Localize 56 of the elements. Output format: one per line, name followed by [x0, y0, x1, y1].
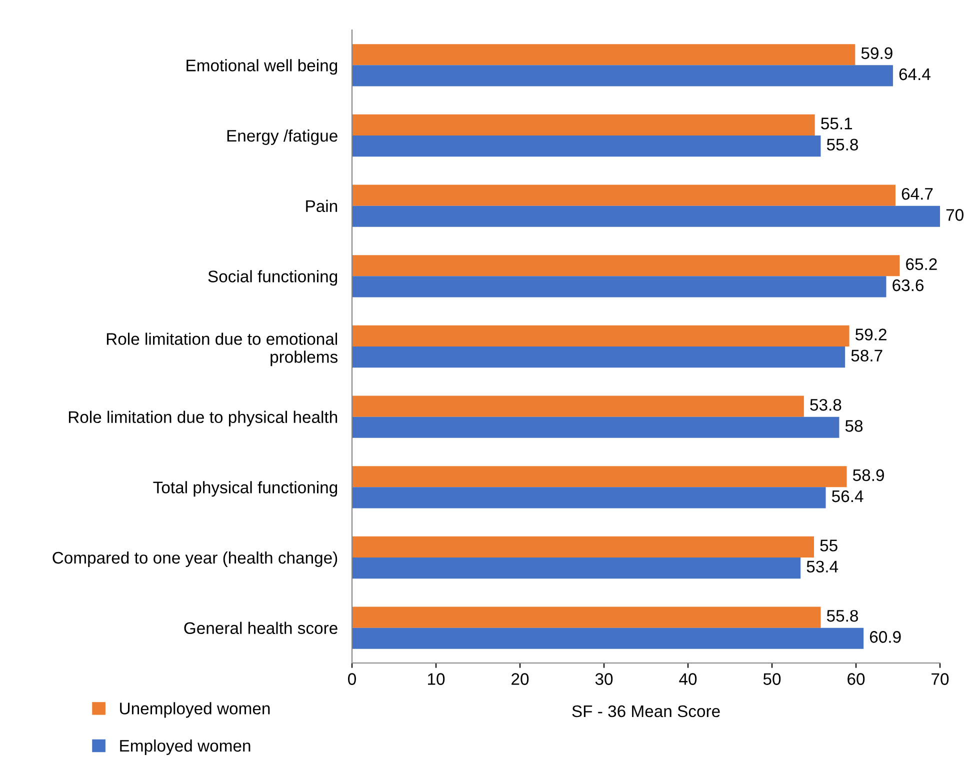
data-label: 64.7	[902, 188, 933, 200]
x-tick-label: 60	[848, 673, 865, 685]
y-tick-label: Compared to one year (health change)	[52, 551, 338, 567]
bar	[352, 606, 821, 628]
bar	[352, 184, 896, 206]
bar	[352, 536, 814, 558]
legend-label: Employed women	[120, 739, 250, 755]
x-tick-label: 0	[348, 673, 356, 685]
bar	[352, 325, 850, 346]
y-tick-label: Social functioning	[208, 270, 338, 286]
data-label: 70	[946, 209, 964, 221]
data-label: 56.4	[832, 490, 864, 502]
bar	[352, 206, 940, 227]
data-label: 55.1	[821, 118, 852, 130]
data-label: 58	[845, 420, 863, 432]
data-label: 65.2	[906, 258, 937, 270]
x-tick-label: 30	[595, 673, 613, 685]
x-axis-title: SF - 36 Mean Score	[572, 705, 720, 718]
bar	[352, 466, 847, 488]
data-label: 55.8	[826, 610, 858, 622]
bar	[352, 416, 840, 438]
bar	[352, 487, 826, 508]
y-tick-label: Total physical functioning	[153, 481, 338, 497]
x-tick-label: 50	[763, 673, 781, 685]
bar	[352, 136, 821, 157]
y-tick-label: Pain	[306, 200, 338, 212]
data-label: 60.9	[870, 631, 901, 643]
data-label: 53.4	[806, 560, 838, 573]
bar	[352, 346, 846, 368]
bar	[352, 558, 801, 579]
bar	[352, 65, 893, 86]
data-label: 58.9	[852, 469, 884, 482]
y-tick-label: Role limitation due to physical health	[68, 410, 338, 426]
x-tick-label: 10	[428, 673, 445, 685]
data-label: 58.7	[851, 350, 882, 362]
data-label: 55	[820, 540, 838, 552]
bar	[352, 396, 804, 417]
x-tick-label: 40	[679, 673, 697, 685]
data-label: 53.8	[810, 398, 842, 411]
data-label: 55.8	[826, 138, 858, 151]
data-label: 59.9	[861, 47, 892, 60]
x-tick-label: 20	[512, 673, 529, 685]
x-tick-label: 70	[932, 673, 949, 685]
y-tick-label: General health score	[184, 622, 338, 634]
data-label: 63.6	[892, 279, 924, 292]
bar	[352, 44, 856, 66]
y-tick-label: Role limitation due to emotional problems	[106, 332, 338, 366]
legend-label: Unemployed women	[120, 702, 270, 718]
data-label: 64.4	[899, 68, 930, 80]
bar	[352, 255, 900, 276]
data-label: 59.2	[856, 328, 886, 340]
bar	[352, 114, 815, 136]
y-tick-label: Emotional well being	[186, 59, 338, 75]
y-tick-label: Energy /fatigue	[227, 129, 338, 145]
bar	[352, 628, 864, 649]
bar	[352, 276, 886, 298]
